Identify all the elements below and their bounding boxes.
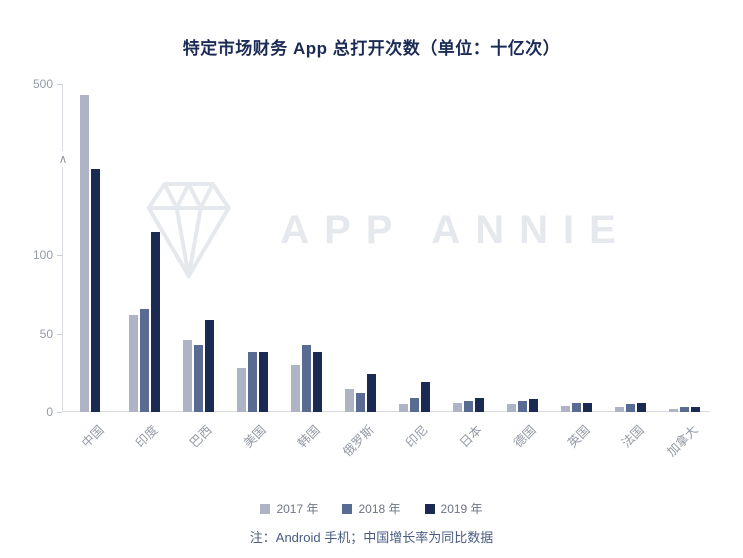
bar-2017年-印尼 [398, 404, 408, 412]
watermark-text: APP ANNIE [280, 207, 631, 252]
x-axis-label: 英国 [565, 422, 593, 451]
y-axis-tick-mark [57, 333, 62, 335]
footnote: 注：Android 手机；中国增长率为同比数据 [249, 530, 494, 545]
app-annie-watermark: APP ANNIE [142, 178, 631, 282]
bar-2018年-法国 [625, 404, 635, 412]
x-axis-label: 韩国 [295, 422, 323, 451]
bar-2018年-俄罗斯 [355, 393, 365, 412]
bar-2019年-印度 [150, 231, 160, 412]
bar-2018年-印尼 [409, 397, 419, 412]
bar-2019年-中国 [91, 168, 100, 412]
x-axis-label: 印尼 [403, 422, 431, 451]
bar-2018年-德国 [517, 401, 527, 412]
x-axis-label: 俄罗斯 [340, 422, 377, 460]
legend-label: 2017 年 [276, 502, 319, 516]
bar-2017年-印度 [128, 314, 138, 412]
bar-2017年-加拿大 [668, 408, 678, 412]
x-axis-label: 德国 [511, 422, 539, 451]
legend-swatch [260, 503, 271, 514]
y-axis-tick-label: 50 [39, 326, 53, 341]
bar-2019年-德国 [528, 399, 538, 412]
bar-2017年-英国 [560, 405, 570, 412]
legend-label: 2018 年 [358, 502, 401, 516]
bar-2018年-美国 [247, 352, 257, 412]
x-axis-label: 法国 [619, 422, 647, 451]
bar-2018年-日本 [463, 401, 473, 412]
bar-2017年-美国 [236, 368, 246, 412]
y-axis-tick-label: 0 [46, 405, 53, 419]
bar-2018年-英国 [571, 402, 581, 412]
x-axis-label: 印度 [133, 422, 161, 451]
legend-swatch [424, 503, 435, 514]
bar-2018年-加拿大 [679, 407, 689, 412]
y-axis-tick-mark [57, 255, 62, 257]
bar-2018年-巴西 [193, 344, 203, 412]
bar-2017年-韩国 [290, 365, 300, 412]
bar-2018年-印度 [139, 308, 149, 412]
x-axis-label: 巴西 [187, 422, 215, 451]
bar-2019年-英国 [582, 402, 592, 412]
bar-2017年-德国 [506, 404, 516, 412]
x-axis-label: 美国 [241, 422, 269, 451]
legend-swatch [342, 503, 353, 514]
plot-area: APP ANNIE 0 50 100 500 ∧ 中国 印度 巴西 美国 韩国 俄罗斯 印尼 日本 德国英… [33, 77, 710, 459]
bar-2019年-美国 [258, 352, 268, 412]
y-axis-break-mark: ∧ [55, 151, 71, 168]
bar-2019年-法国 [636, 402, 646, 412]
y-axis-tick-label: 500 [32, 77, 53, 91]
legend-item: 2019 年 [424, 500, 483, 517]
chart-title: 特定市场财务 App 总打开次数（单位：十亿次） [182, 39, 561, 58]
bar-2018年-韩国 [301, 344, 311, 412]
bar-2017年-俄罗斯 [344, 388, 354, 412]
legend-item: 2017 年 [260, 500, 318, 517]
legend: 2017 年 2018 年 2019 年 [0, 500, 743, 517]
bar-2017年-法国 [614, 407, 624, 412]
x-axis-label: 加拿大 [664, 422, 701, 460]
legend-item: 2018 年 [342, 500, 401, 517]
y-axis-tick-label: 100 [32, 248, 53, 263]
y-axis-tick-mark [57, 412, 62, 413]
x-axis-label: 中国 [79, 422, 107, 451]
x-axis-label: 日本 [457, 422, 485, 451]
bar-2017年-巴西 [182, 339, 192, 412]
bar-2017年-日本 [452, 402, 462, 412]
bar-2019年-巴西 [204, 319, 214, 412]
bar-2019年-俄罗斯 [366, 374, 376, 412]
legend-label: 2019 年 [440, 502, 483, 516]
bar-2017年-中国 [80, 95, 89, 412]
y-axis-tick-mark [57, 84, 62, 85]
bar-2019年-印尼 [420, 382, 430, 412]
bar-2019年-加拿大 [690, 407, 700, 412]
bar-2019年-日本 [474, 397, 484, 412]
bar-2019年-韩国 [312, 352, 322, 412]
app-annie-diamond-icon [146, 182, 231, 278]
